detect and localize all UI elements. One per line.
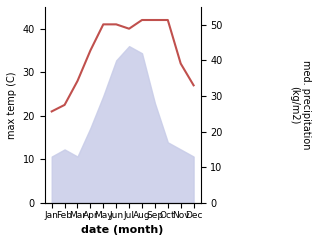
Y-axis label: max temp (C): max temp (C): [7, 71, 17, 139]
X-axis label: date (month): date (month): [81, 225, 164, 235]
Y-axis label: med. precipitation
(kg/m2): med. precipitation (kg/m2): [289, 60, 311, 150]
